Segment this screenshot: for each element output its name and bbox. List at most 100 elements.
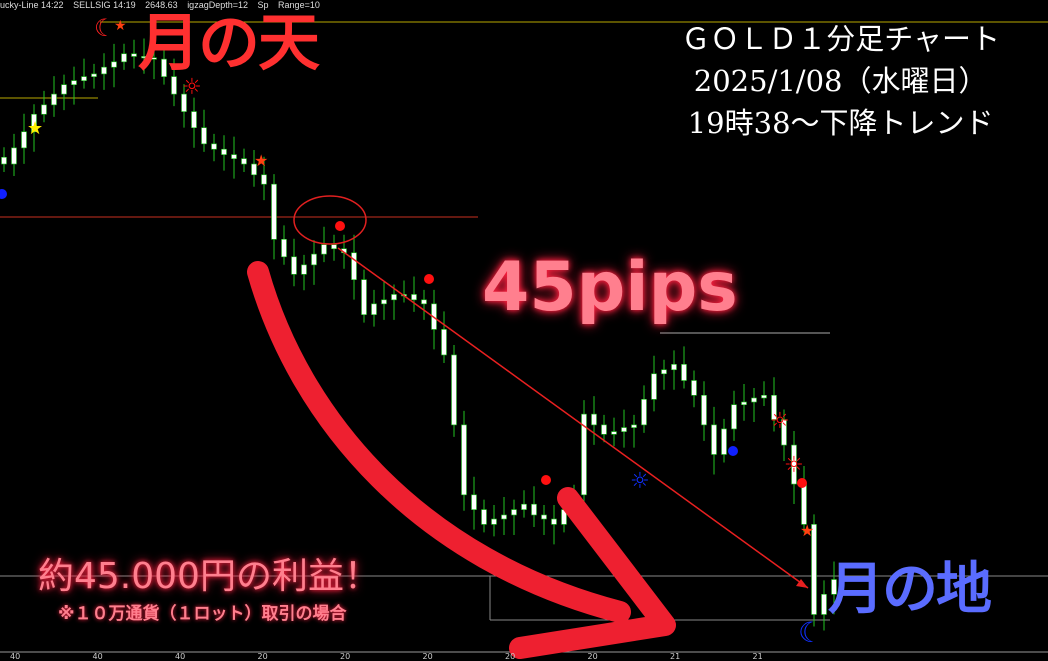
candle-body bbox=[11, 147, 17, 165]
candle-body bbox=[121, 53, 127, 63]
title-line-2: 2025/1/08（水曜日） bbox=[693, 64, 988, 98]
candle-body bbox=[801, 483, 807, 525]
candle-body bbox=[721, 428, 727, 455]
candle-body bbox=[501, 514, 507, 520]
candle-body bbox=[81, 76, 87, 81]
candle-body bbox=[741, 401, 747, 406]
candle-body bbox=[321, 244, 327, 255]
candle-body bbox=[511, 509, 517, 516]
label-profit: 約45.000円の利益！ bbox=[38, 556, 380, 597]
candle-body bbox=[241, 158, 247, 165]
sun-red-icon: ☼ bbox=[784, 453, 804, 478]
candle-body bbox=[661, 369, 667, 375]
candle-body bbox=[781, 419, 787, 446]
x-tick-label: 40 bbox=[10, 652, 21, 661]
label-note: ※１０万通貨（１ロット）取引の場合 bbox=[58, 604, 347, 624]
candle-body bbox=[421, 299, 427, 305]
candle-body bbox=[281, 239, 287, 258]
status-item: ucky-Line 14:22 bbox=[0, 0, 64, 10]
candle-body bbox=[681, 364, 687, 381]
candle-body bbox=[271, 183, 277, 240]
sun-blue-icon: ☼ bbox=[630, 469, 650, 494]
candle-body bbox=[451, 354, 457, 426]
candle-body bbox=[631, 424, 637, 428]
moon-blue-icon: ☾ bbox=[798, 616, 823, 649]
candle-body bbox=[531, 503, 537, 516]
dot-red-icon bbox=[335, 221, 345, 231]
dot-blue-icon bbox=[0, 189, 7, 199]
candle-body bbox=[151, 57, 157, 60]
sun-red-icon: ☼ bbox=[770, 409, 790, 434]
candle-body bbox=[711, 424, 717, 455]
candle-body bbox=[261, 174, 267, 185]
x-tick-label: 20 bbox=[422, 652, 433, 661]
candle-body bbox=[231, 154, 237, 159]
candle-body bbox=[171, 76, 177, 95]
candle-body bbox=[51, 93, 57, 106]
candle-body bbox=[411, 294, 417, 301]
indicator-status-bar: ucky-Line 14:22 SELLSIG 14:19 2648.63 ig… bbox=[0, 0, 327, 11]
trend-arrow-line bbox=[337, 247, 809, 589]
candle-body bbox=[761, 395, 767, 399]
title-line-3: 19時38～下降トレンド bbox=[687, 106, 994, 140]
candle-body bbox=[91, 73, 97, 77]
status-item: 2648.63 bbox=[145, 0, 178, 10]
candle-body bbox=[251, 163, 257, 176]
candle-body bbox=[731, 404, 737, 430]
candle-body bbox=[101, 66, 107, 75]
candle-body bbox=[461, 424, 467, 496]
candle-body bbox=[821, 594, 827, 615]
label-pips: 45pips bbox=[482, 248, 738, 327]
dot-red-icon bbox=[541, 475, 551, 485]
candle-body bbox=[471, 494, 477, 510]
candle-body bbox=[671, 364, 677, 371]
x-tick-label: 20 bbox=[587, 652, 598, 661]
label-moon-earth: 月の地 bbox=[828, 557, 992, 622]
x-tick-label: 40 bbox=[175, 652, 186, 661]
candle-body bbox=[481, 509, 487, 525]
x-tick-label: 21 bbox=[752, 652, 763, 661]
candle-body bbox=[361, 279, 367, 315]
title-line-1: ＧＯＬＤ１分足チャート bbox=[681, 22, 1000, 56]
candle-body bbox=[191, 111, 197, 129]
candle-body bbox=[391, 294, 397, 301]
x-tick-label: 21 bbox=[670, 652, 681, 661]
candle-body bbox=[541, 514, 547, 520]
chart-title: ＧＯＬＤ１分足チャート 2025/1/08（水曜日） 19時38～下降トレンド bbox=[681, 18, 1000, 144]
candle-body bbox=[771, 395, 777, 420]
candle-body bbox=[551, 518, 557, 525]
star-red-icon: ★ bbox=[254, 151, 268, 170]
candle-body bbox=[381, 299, 387, 305]
candle-body bbox=[811, 524, 817, 615]
candle-body bbox=[371, 303, 377, 315]
candle-body bbox=[701, 395, 707, 426]
candle-body bbox=[651, 373, 657, 400]
candle-body bbox=[21, 131, 27, 149]
x-tick-label: 40 bbox=[92, 652, 103, 661]
sun-red-icon: ☼ bbox=[182, 75, 202, 100]
candle-body bbox=[181, 93, 187, 112]
candle-body bbox=[201, 127, 207, 145]
candle-body bbox=[71, 80, 77, 85]
candle-body bbox=[751, 397, 757, 403]
candle-body bbox=[691, 380, 697, 396]
candle-body bbox=[791, 444, 797, 485]
candle-body bbox=[1, 156, 7, 165]
dot-red-icon bbox=[797, 478, 807, 488]
candle-body bbox=[591, 413, 597, 426]
x-tick-label: 20 bbox=[257, 652, 268, 661]
candle-body bbox=[161, 58, 167, 77]
star-red-icon: ★ bbox=[800, 521, 814, 540]
candle-body bbox=[141, 56, 147, 59]
candle-body bbox=[331, 244, 337, 250]
trend-arrow-head bbox=[796, 579, 808, 588]
status-item: SELLSIG 14:19 bbox=[73, 0, 136, 10]
candle-body bbox=[311, 253, 317, 266]
dot-red-icon bbox=[424, 274, 434, 284]
big-down-arrow bbox=[247, 261, 631, 623]
big-down-arrow-head bbox=[509, 487, 676, 659]
moon-red-icon: ☾ bbox=[94, 14, 116, 42]
candle-body bbox=[351, 252, 357, 280]
